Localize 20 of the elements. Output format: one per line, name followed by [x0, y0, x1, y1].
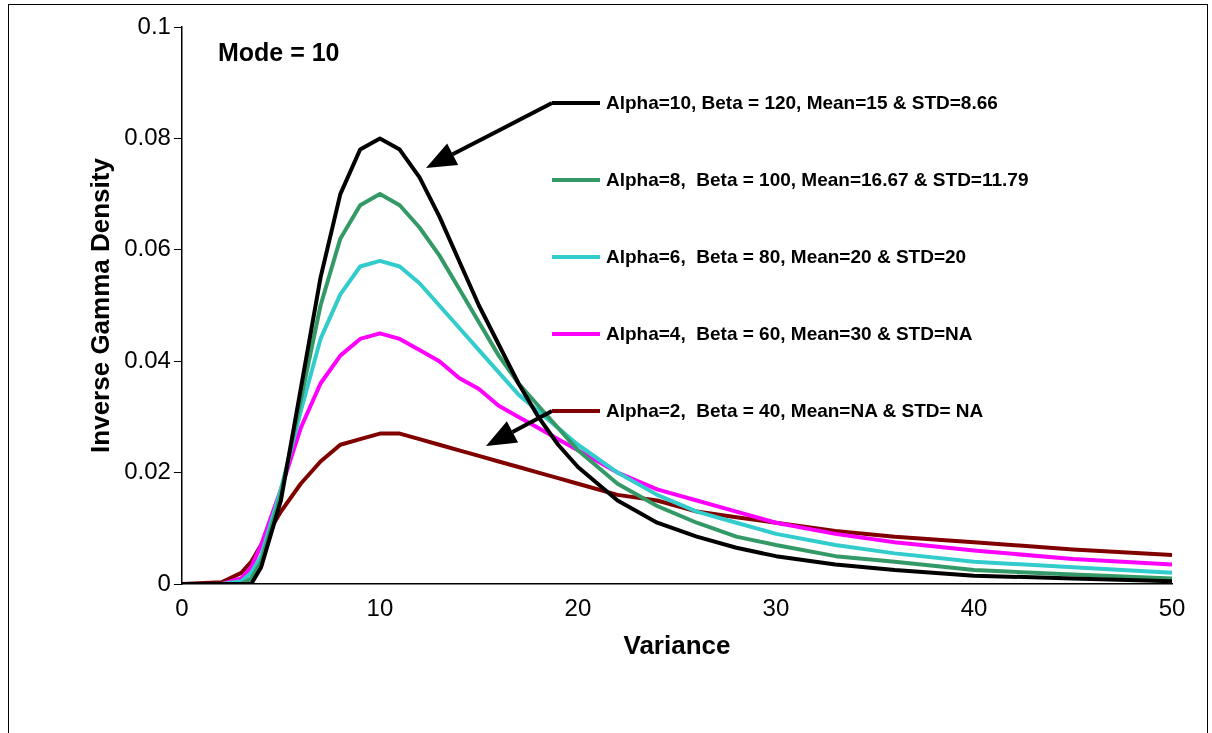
- x-tick-label: 10: [366, 594, 394, 622]
- legend-label: Alpha=2, Beta = 40, Mean=NA & STD= NA: [606, 400, 984, 422]
- x-tick-label: 50: [1158, 594, 1186, 622]
- y-tick-label: 0.08: [124, 123, 171, 151]
- x-tick-label: 20: [564, 594, 592, 622]
- x-tick-label: 40: [960, 594, 988, 622]
- legend-label: Alpha=10, Beta = 120, Mean=15 & STD=8.66: [606, 92, 998, 114]
- x-tick-label: 0: [175, 594, 189, 622]
- y-tick-label: 0.06: [124, 234, 171, 262]
- legend-label: Alpha=4, Beta = 60, Mean=30 & STD=NA: [606, 323, 973, 345]
- y-tick-label: 0: [157, 568, 171, 596]
- y-tick-label: 0.04: [124, 345, 171, 373]
- annotation: Mode = 10: [217, 37, 340, 66]
- x-tick-label: 30: [762, 594, 790, 622]
- legend-label: Alpha=6, Beta = 80, Mean=20 & STD=20: [606, 246, 967, 268]
- y-tick-label: 0.02: [124, 457, 171, 485]
- y-axis-title: Inverse Gamma Density: [84, 157, 115, 453]
- y-tick-label: 0.1: [137, 11, 171, 39]
- x-axis-title: Variance: [623, 629, 731, 660]
- legend-label: Alpha=8, Beta = 100, Mean=16.67 & STD=11.79: [606, 169, 1029, 191]
